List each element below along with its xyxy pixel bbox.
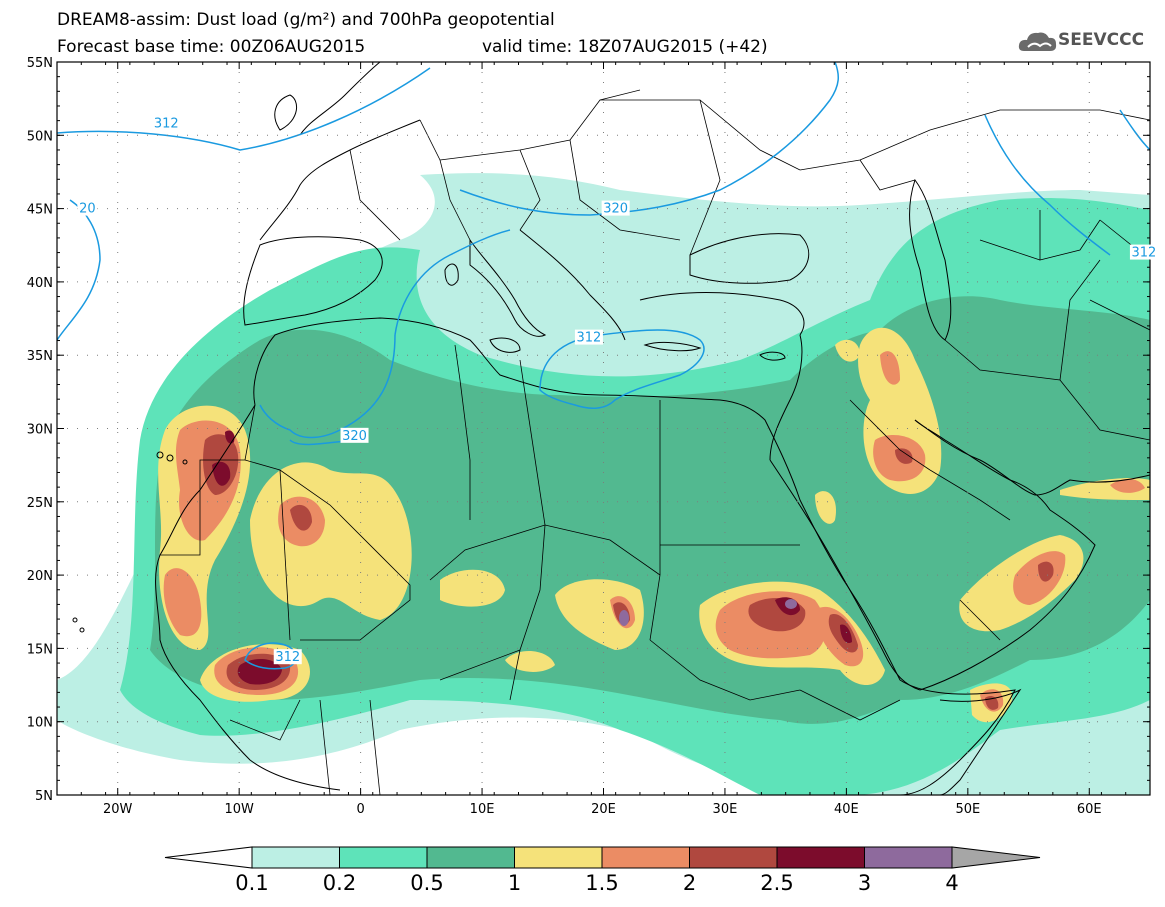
lat-tick-label: 20N [27,569,53,584]
colorbar-label: 4 [945,871,958,895]
map-title: DREAM8-assim: Dust load (g/m²) and 700hP… [57,10,555,30]
lon-tick-label: 50E [955,802,980,817]
contour-label: 320 [603,202,628,217]
contour-label-bg [152,115,181,131]
colorbar-min-arrow [164,846,253,869]
colorbar: 0.1 0.2 0.5 1 1.5 2 2.5 3 4 [164,846,1041,895]
colorbar-label: 1 [508,871,521,895]
valid-time: valid time: 18Z07AUG2015 (+42) [482,37,768,57]
contour-label: 312 [577,331,602,346]
geopotential-contours [57,62,1150,670]
colorbar-segment [864,846,953,869]
contour-label-bg [574,329,603,345]
colorbar-label: 3 [858,871,871,895]
lat-tick-label: 5N [35,789,53,804]
lat-tick-label: 25N [27,496,53,511]
forecast-base-time: Forecast base time: 00Z06AUG2015 [57,37,366,57]
lon-tick-label: 30E [713,802,738,817]
lat-labels: 55N 50N 45N 40N 35N 30N 25N 20N 15N 10N 5N [27,56,53,804]
lat-tick-label: 45N [27,203,53,218]
colorbar-segment [339,846,428,869]
cloud-icon [1018,32,1057,51]
contour-label-bg [273,649,302,665]
contour-label-bg [77,200,98,216]
dust-area-purple [619,599,797,626]
lat-tick-label: 40N [27,276,53,291]
colorbar-label: 0.1 [235,871,268,895]
colorbar-segment [689,846,778,869]
contour-label-bg [1129,244,1158,260]
axis-ticks [56,61,1151,796]
coastlines [72,62,1150,795]
colorbar-label: 2.5 [760,871,793,895]
country-borders [160,89,1150,795]
lon-tick-label: 0 [356,802,364,817]
contour-label: 312 [154,117,179,132]
contour-label: 320 [342,429,367,444]
lon-labels: 20W 10W 0 10E 20E 30E 40E 50E 60E [103,802,1102,817]
lon-tick-label: 20W [103,802,133,817]
colorbar-label: 0.5 [410,871,443,895]
logo-text: SEEVCCC [1058,30,1145,50]
colorbar-segment [776,846,865,869]
lat-tick-label: 55N [27,56,53,71]
contour-label: 20 [79,202,96,217]
contour-label-bg [340,427,369,443]
lat-tick-label: 10N [27,716,53,731]
colorbar-segment [514,846,603,869]
colorbar-max-arrow [951,846,1041,869]
contour-labels: 312 20 320 312 312 320 312 [77,115,1158,665]
lon-tick-label: 40E [834,802,859,817]
lon-tick-label: 20E [591,802,616,817]
colorbar-segment [601,846,690,869]
lon-tick-label: 10E [470,802,495,817]
contour-label: 312 [275,650,300,665]
contour-label: 312 [1132,246,1157,261]
lat-tick-label: 30N [27,423,53,438]
colorbar-segment [251,846,340,869]
colorbar-label: 0.2 [323,871,356,895]
lat-tick-label: 35N [27,349,53,364]
contour-label-bg [601,200,630,216]
lat-tick-label: 15N [27,642,53,657]
lat-tick-label: 50N [27,129,53,144]
lon-tick-label: 60E [1077,802,1102,817]
colorbar-label: 1.5 [585,871,618,895]
lon-tick-label: 10W [224,802,254,817]
grid-lines [57,62,1150,795]
colorbar-segment [426,846,515,869]
colorbar-label: 2 [683,871,696,895]
